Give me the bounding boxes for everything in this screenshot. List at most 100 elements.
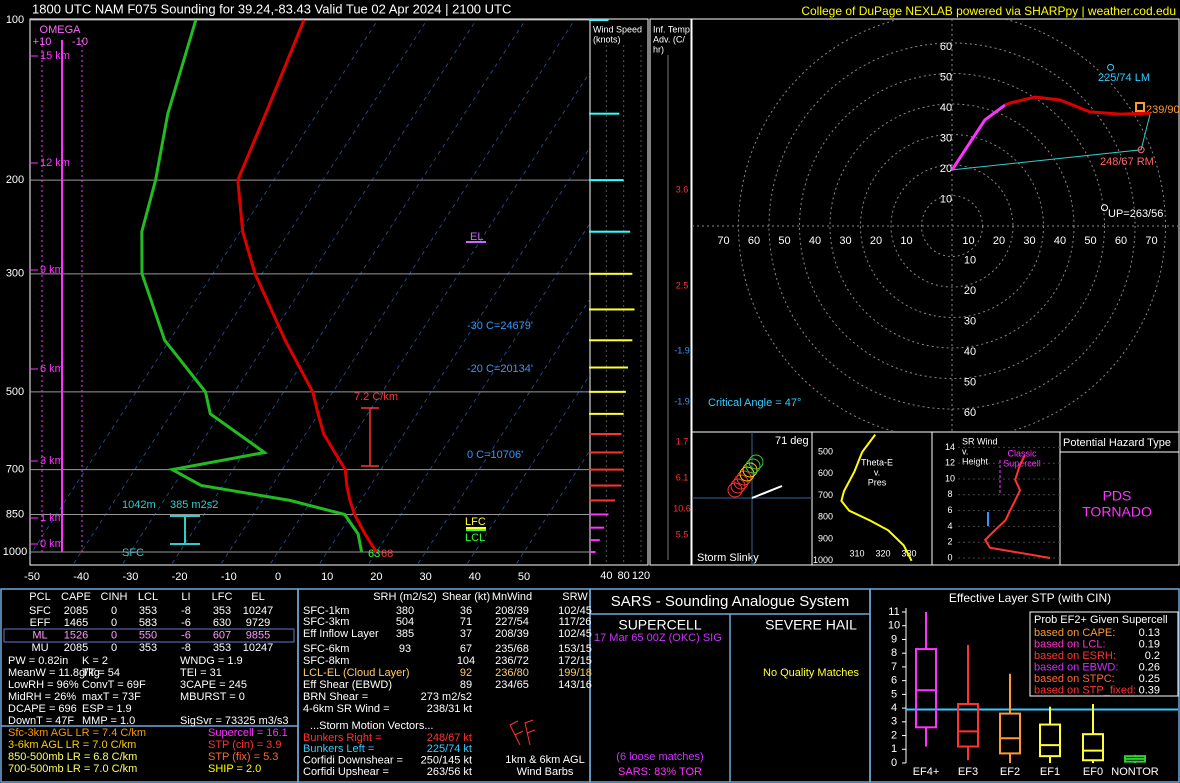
slinky-ring — [727, 482, 743, 498]
x-tick-label: -40 — [73, 571, 89, 583]
table-cell: 208/39 — [495, 605, 529, 617]
storm-type: Supercell — [1003, 458, 1041, 468]
x-tick-label: 50 — [518, 571, 530, 583]
thetae-title: v. — [874, 467, 880, 477]
motion-label: Corfidi Downshear = — [303, 755, 403, 767]
index-text: PW = 0.82in — [8, 655, 68, 667]
hodo-ring-label: 30 — [940, 132, 952, 144]
motion-title: ...Storm Motion Vectors... — [310, 720, 434, 732]
table-cell: 37 — [460, 628, 472, 640]
y-tick-label: 100 — [6, 14, 24, 26]
storm-motion — [1107, 63, 1115, 71]
left-mover: 225/74 LM — [1098, 72, 1150, 84]
legend-label: based on STP_fixed: — [1034, 684, 1136, 696]
speed-bar — [589, 468, 624, 471]
y-tick-label: 2 — [947, 537, 952, 547]
hodo-ring — [768, 42, 1136, 410]
index-text: maxT = 73F — [82, 691, 141, 703]
hodo-ring-label: 60 — [1115, 235, 1127, 247]
table-cell: 89 — [460, 679, 472, 691]
hodo-ring — [860, 134, 1044, 318]
hodo-ring-label: 40 — [1054, 235, 1066, 247]
x-tick-label: 10 — [321, 571, 333, 583]
slinky-ring — [736, 470, 752, 486]
isotherm — [467, 374, 590, 564]
wind-speed-title: (knots) — [593, 34, 621, 44]
table-header: PCL — [29, 591, 50, 603]
motion-value: 263/56 kt — [427, 766, 472, 778]
wind-speed-title: Wind Speed — [593, 24, 642, 34]
slinky-title: Storm Slinky — [697, 552, 759, 564]
skewt-plot — [30, 19, 590, 564]
index-text: TEI = 31 — [180, 667, 222, 679]
legend-value: 0.25 — [1139, 673, 1160, 685]
legend-value: 0.26 — [1139, 661, 1160, 673]
x-tick-label: EF0 — [1083, 766, 1103, 778]
hodo-ring-label: 70 — [940, 10, 952, 22]
title: 1800 UTC NAM F075 Sounding for 39.24,-83… — [32, 1, 511, 16]
lfc-label: LFC — [465, 516, 486, 528]
table-cell: 2085 — [64, 605, 88, 617]
x-tick-label: EF3 — [958, 766, 978, 778]
table-cell: 0 — [111, 605, 117, 617]
table-cell: -6 — [181, 630, 191, 642]
hodo-ring — [890, 164, 1014, 288]
height-label: 15 km — [40, 50, 70, 62]
hodo-ring-label: 10 — [964, 254, 976, 266]
row-label: Eff Inflow Layer — [303, 628, 379, 640]
hodo-ring-label: 70 — [1145, 235, 1157, 247]
sfc-temperature: 68 — [381, 548, 393, 560]
adv-label: 10.6 — [673, 503, 691, 513]
hodo-ring — [921, 195, 983, 257]
y-tick-label: 700 — [818, 490, 833, 500]
y-tick-label: 300 — [6, 268, 24, 280]
composite-index: Supercell = 16.1 — [208, 727, 288, 739]
table-cell: 234/65 — [495, 679, 529, 691]
hodo-ring-label: 70 — [717, 235, 729, 247]
param-label: 4-6km SR Wind = — [303, 703, 390, 715]
hodo-triangle — [951, 113, 1151, 171]
zero-label: 0 C=10706' — [467, 449, 523, 461]
sars-title: SARS - Sounding Analogue System — [611, 593, 849, 610]
y-tick-label: 700 — [6, 463, 24, 475]
eff-srh: 385 m2s2 — [170, 499, 218, 511]
x-tick-label: EF2 — [1000, 766, 1020, 778]
table-header: SRW — [562, 591, 588, 603]
adv-title: Adv. (C/ — [653, 34, 685, 44]
hodo-ring — [738, 19, 1166, 431]
table-cell: 353 — [139, 605, 157, 617]
table-cell: 104 — [457, 655, 475, 667]
legend-value: 0.39 — [1139, 684, 1160, 696]
box — [957, 702, 979, 748]
row-label: SFC-8km — [303, 655, 349, 667]
y-tick-label: 8 — [891, 647, 897, 659]
x-tick-label: 330 — [901, 548, 916, 558]
y-tick-label: 4 — [947, 521, 952, 531]
lapse-rate: Sfc-3km AGL LR = 7.4 C/km — [8, 727, 146, 739]
hodo-ring — [799, 73, 1105, 379]
box — [1039, 723, 1061, 758]
index-text: MMP = 1.0 — [82, 715, 135, 727]
adv-label: 2.5 — [676, 280, 689, 290]
box — [1082, 733, 1104, 762]
table-cell: -8 — [181, 642, 191, 654]
thetae-profile — [840, 434, 913, 562]
legend-value: 0.19 — [1139, 638, 1160, 650]
param-label: BRN Shear = — [303, 691, 368, 703]
hazard-type: PDS — [1103, 488, 1132, 504]
adv-label: 6.1 — [676, 472, 689, 482]
speed-bar — [589, 112, 620, 115]
hodo-ring-label: 60 — [964, 407, 976, 419]
speed-bar — [589, 19, 609, 21]
height-label: 3 km — [40, 455, 64, 467]
m30-label: -30 C=24679' — [467, 320, 533, 332]
sars-tor: SARS: 83% TOR — [618, 766, 702, 778]
y-tick-label: 0 — [947, 552, 952, 562]
hodo-ring-label: 30 — [839, 235, 851, 247]
y-tick-label: 3 — [891, 716, 897, 728]
legend-label: based on CAPE: — [1034, 627, 1115, 639]
table-cell: 385 — [396, 628, 414, 640]
y-tick-label: 0 — [891, 757, 897, 769]
speed-bar — [589, 451, 623, 454]
